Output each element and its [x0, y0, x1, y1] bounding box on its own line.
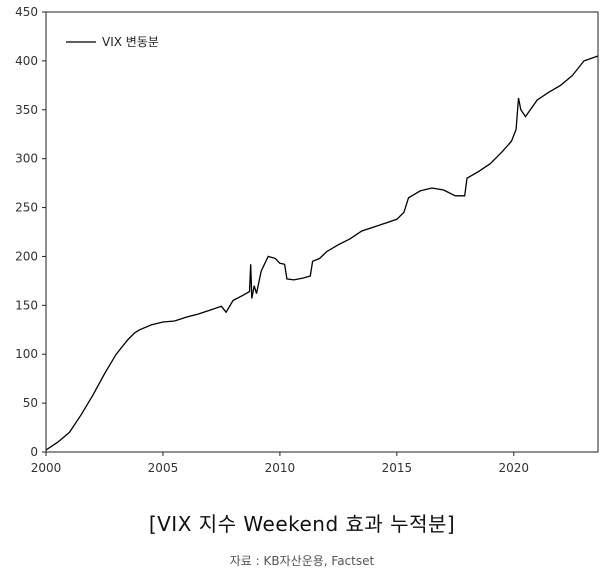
y-tick-label: 450 — [15, 5, 38, 19]
y-tick-label: 200 — [15, 249, 38, 263]
series-line-vix — [45, 55, 599, 451]
y-tick-label: 50 — [23, 396, 38, 410]
source-note: 자료 : KB자산운용, Factset — [229, 554, 375, 568]
line-chart: 0 50 100 150 200 250 300 350 400 450 2000 2005 2010… — [15, 5, 599, 475]
y-tick-label: 100 — [15, 347, 38, 361]
legend: VIX 변동분 — [66, 35, 159, 49]
y-axis: 0 50 100 150 200 250 300 350 400 450 — [15, 5, 46, 459]
y-tick-label: 300 — [15, 152, 38, 166]
y-tick-label: 400 — [15, 54, 38, 68]
x-tick-label: 2020 — [499, 461, 530, 475]
y-tick-label: 250 — [15, 201, 38, 215]
y-tick-label: 350 — [15, 103, 38, 117]
x-tick-label: 2005 — [148, 461, 179, 475]
y-tick-label: 0 — [30, 445, 38, 459]
x-axis: 2000 2005 2010 2015 2020 — [31, 452, 529, 475]
x-tick-label: 2000 — [31, 461, 62, 475]
x-tick-label: 2010 — [265, 461, 296, 475]
y-tick-label: 150 — [15, 298, 38, 312]
legend-label: VIX 변동분 — [102, 35, 159, 49]
x-tick-label: 2015 — [382, 461, 413, 475]
chart-title: [VIX 지수 Weekend 효과 누적분] — [148, 512, 456, 536]
plot-area — [45, 11, 599, 453]
